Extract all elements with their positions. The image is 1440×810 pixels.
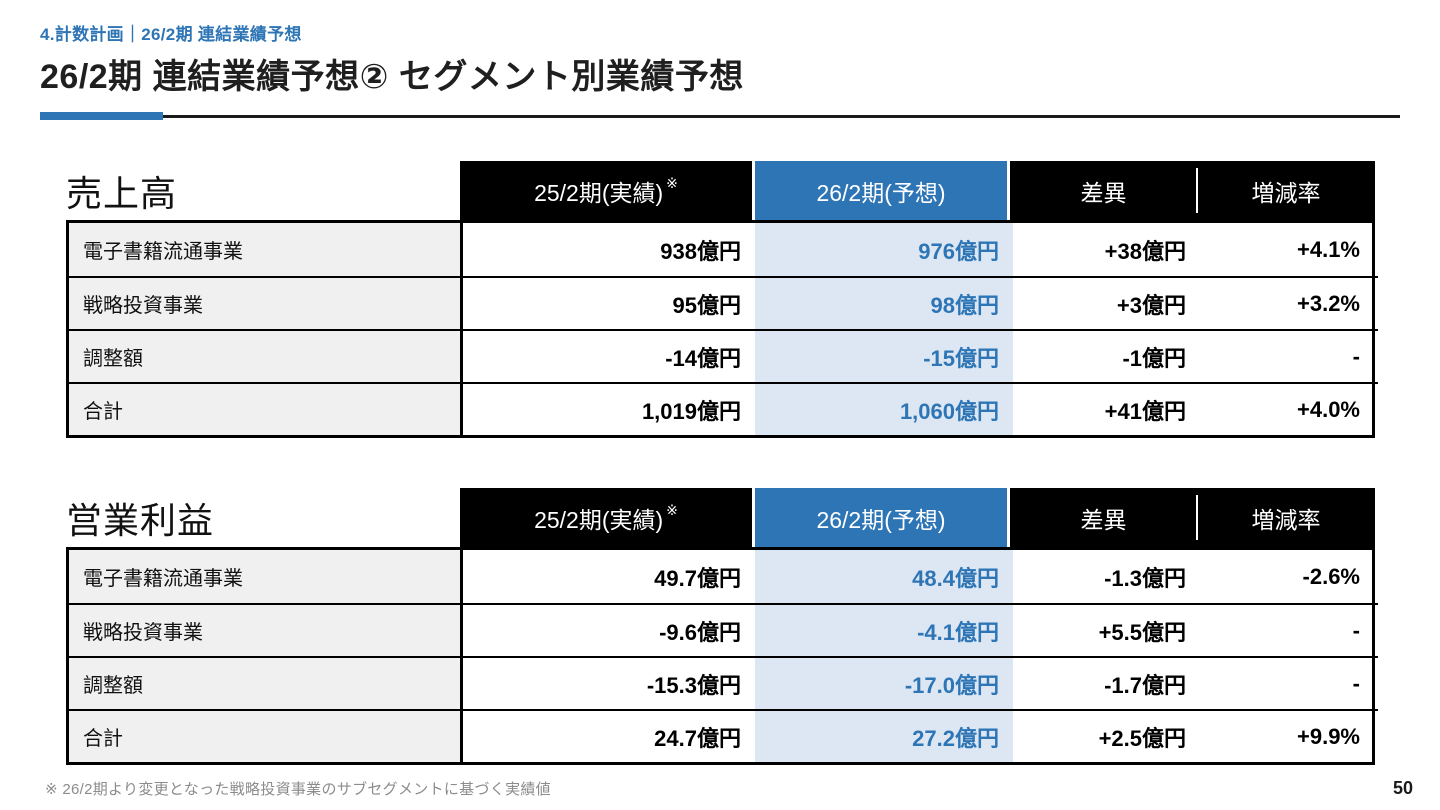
cell-diff: +5.5億円: [1013, 603, 1200, 656]
row-label: 合計: [69, 709, 463, 762]
cell-forecast: 1,060億円: [755, 382, 1013, 435]
breadcrumb: 4.計数計画｜26/2期 連結業績予想: [40, 25, 302, 44]
row-label: 戦略投資事業: [69, 603, 463, 656]
cell-rate: -: [1200, 603, 1378, 656]
footnote-marker-icon: ※: [666, 502, 678, 518]
profit-table-body: 電子書籍流通事業 49.7億円 48.4億円 -1.3億円 -2.6% 戦略投資…: [66, 547, 1378, 765]
cell-diff: +2.5億円: [1013, 709, 1200, 762]
cell-actual: 938億円: [660, 238, 741, 264]
revenue-table-header: 売上高 25/2期(実績) ※ 26/2期(予想) 差異 増減率: [66, 161, 1375, 220]
row-label: 戦略投資事業: [69, 276, 463, 329]
page-title: 26/2期 連結業績予想② セグメント別業績予想: [40, 58, 744, 96]
cell-rate: -2.6%: [1302, 563, 1360, 589]
title-underline: [40, 112, 1400, 120]
cell-forecast: -17.0億円: [755, 656, 1013, 709]
cell-diff: -1.7億円: [1013, 656, 1200, 709]
cell-actual: 1,019億円: [463, 382, 755, 435]
cell-diff: +38億円: [1104, 238, 1186, 264]
cell-actual: -14億円: [463, 329, 755, 382]
footnote: ※ 26/2期より変更となった戦略投資事業のサブセグメントに基づく実績値: [45, 781, 551, 798]
title-underline-accent: [40, 112, 163, 120]
cell-diff: -1.3億円: [1104, 565, 1186, 591]
cell-actual: 24.7億円: [463, 709, 755, 762]
cell-forecast: 48.4億円: [755, 550, 1013, 603]
operating-profit-section: 営業利益 25/2期(実績) ※ 26/2期(予想) 差異 増減率 電子書籍流通…: [66, 488, 1378, 765]
column-header-rate: 増減率: [1197, 161, 1375, 220]
cell-actual: 95億円: [463, 276, 755, 329]
row-label: 合計: [69, 382, 463, 435]
cell-actual: -15.3億円: [463, 656, 755, 709]
cell-diff: +3億円: [1013, 276, 1200, 329]
cell-diff: +41億円: [1013, 382, 1200, 435]
column-header-rate: 増減率: [1197, 488, 1375, 547]
column-header-diff: 差異: [1010, 161, 1198, 220]
column-header-forecast: 26/2期(予想): [752, 488, 1010, 547]
cell-rate: +4.0%: [1200, 382, 1378, 435]
column-header-actual-label: 25/2期(実績): [534, 179, 664, 206]
section-title-revenue: 売上高: [66, 172, 178, 214]
column-header-actual: 25/2期(実績) ※: [460, 161, 752, 220]
footnote-marker-icon: ※: [666, 175, 678, 191]
section-title-profit: 営業利益: [66, 499, 215, 541]
column-header-forecast: 26/2期(予想): [752, 161, 1010, 220]
tables-area: 売上高 25/2期(実績) ※ 26/2期(予想) 差異 増減率 電子書籍流通事…: [66, 161, 1440, 765]
cell-rate: +9.9%: [1200, 709, 1378, 762]
cell-actual: -9.6億円: [463, 603, 755, 656]
cell-rate: +4.1%: [1297, 236, 1360, 262]
row-label: 電子書籍流通事業: [69, 223, 463, 276]
title-underline-line: [163, 115, 1400, 118]
cell-forecast: -4.1億円: [755, 603, 1013, 656]
cell-actual: 49.7億円: [654, 565, 741, 591]
page-number: 50: [1392, 778, 1413, 798]
slide-header: 4.計数計画｜26/2期 連結業績予想 26/2期 連結業績予想② セグメント別…: [0, 0, 1440, 120]
cell-forecast: -15億円: [755, 329, 1013, 382]
cell-rate: -: [1200, 329, 1378, 382]
column-header-actual: 25/2期(実績) ※: [460, 488, 752, 547]
cell-forecast: 976億円: [755, 223, 1013, 276]
profit-table-header: 営業利益 25/2期(実績) ※ 26/2期(予想) 差異 増減率: [66, 488, 1375, 547]
column-header-actual-label: 25/2期(実績): [534, 506, 664, 533]
cell-forecast: 27.2億円: [755, 709, 1013, 762]
revenue-table-body: 電子書籍流通事業 938億円 976億円 +38億円 +4.1% 戦略投資事業 …: [66, 220, 1378, 438]
row-label: 電子書籍流通事業: [69, 550, 463, 603]
row-label: 調整額: [69, 656, 463, 709]
cell-diff: -1億円: [1013, 329, 1200, 382]
cell-rate: +3.2%: [1200, 276, 1378, 329]
revenue-section: 売上高 25/2期(実績) ※ 26/2期(予想) 差異 増減率 電子書籍流通事…: [66, 161, 1378, 438]
cell-forecast: 98億円: [755, 276, 1013, 329]
cell-rate: -: [1200, 656, 1378, 709]
row-label: 調整額: [69, 329, 463, 382]
column-header-diff: 差異: [1010, 488, 1198, 547]
